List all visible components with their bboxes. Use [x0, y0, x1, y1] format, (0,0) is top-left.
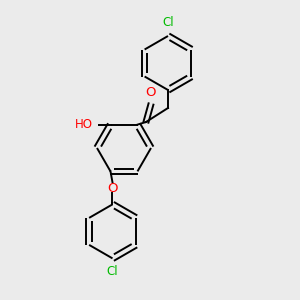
Text: O: O: [146, 86, 156, 99]
Text: Cl: Cl: [162, 16, 174, 29]
Text: O: O: [107, 182, 118, 195]
Text: Cl: Cl: [107, 266, 118, 278]
Text: HO: HO: [74, 118, 92, 131]
